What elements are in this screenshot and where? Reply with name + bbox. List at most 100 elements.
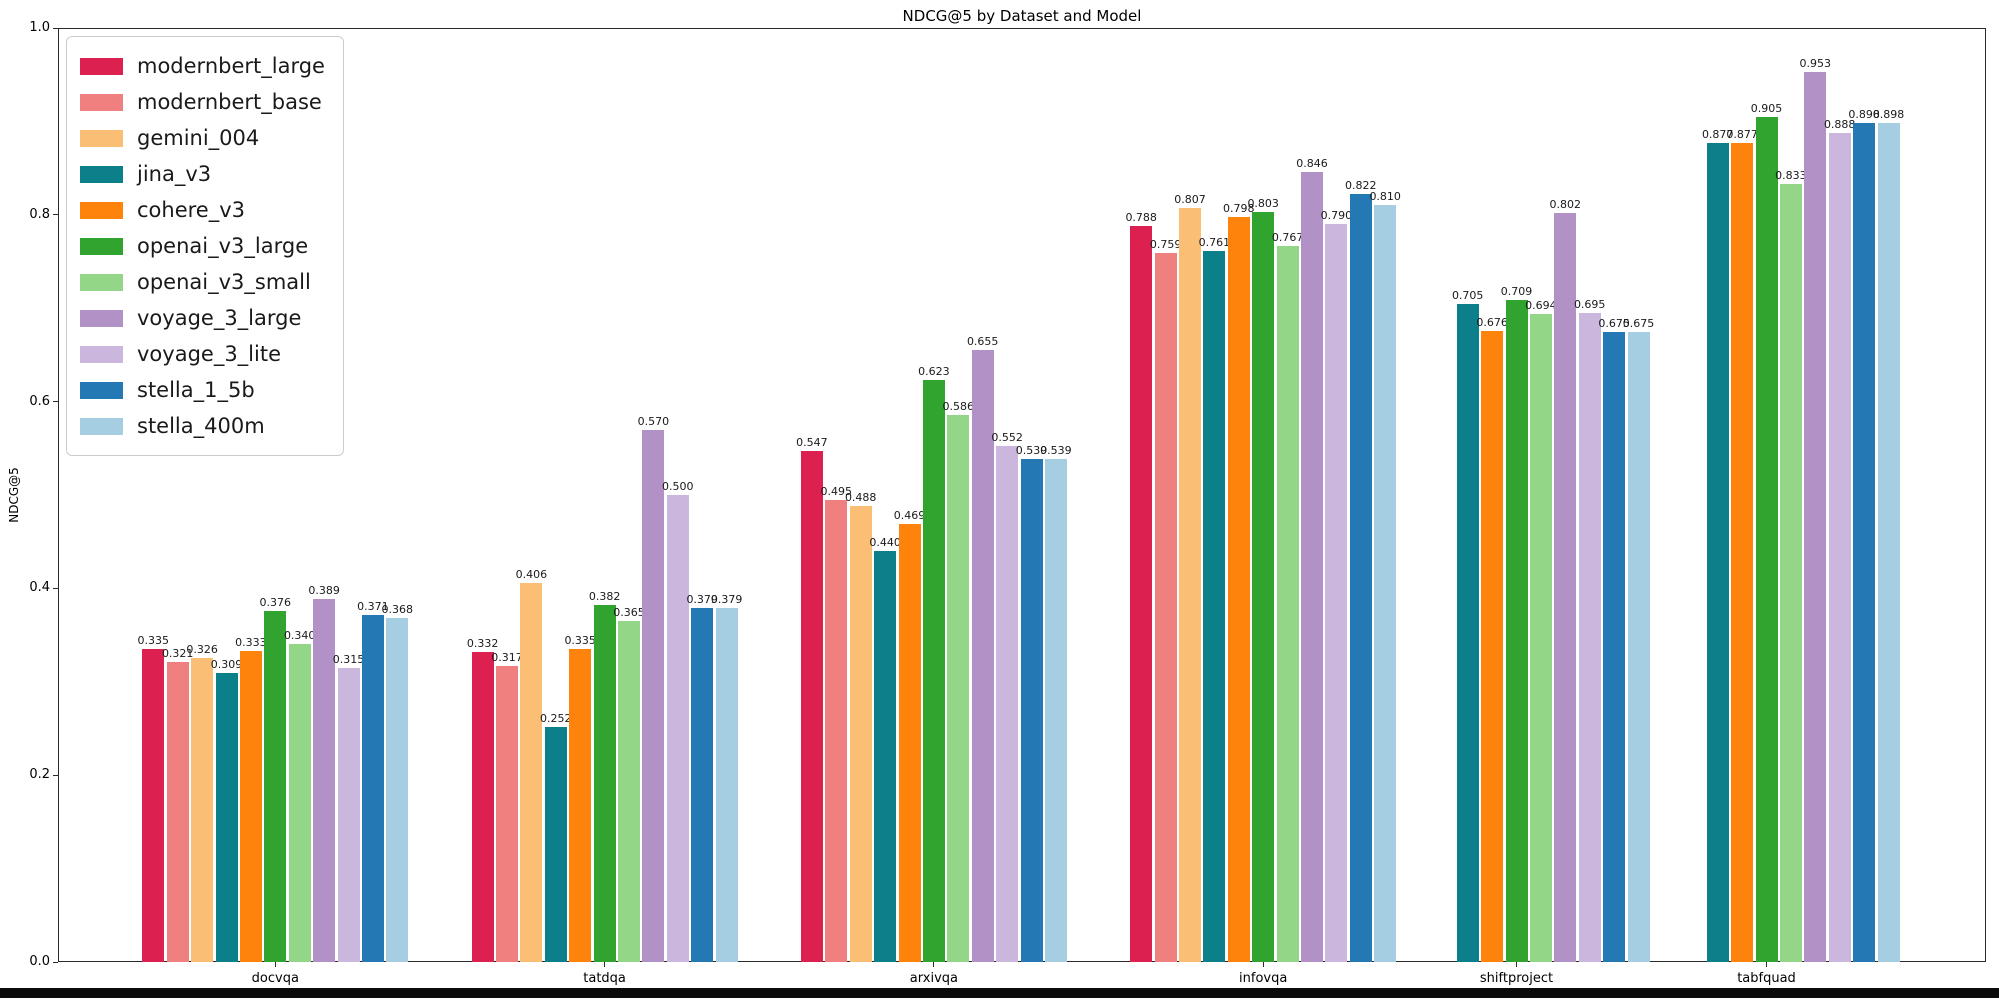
bar-value-label: 0.379: [710, 593, 743, 606]
bar-value-label: 0.623: [918, 365, 950, 379]
bar-value-label: 0.803: [1247, 196, 1279, 210]
bar-value-label: 0.488: [844, 491, 877, 505]
bar-value-label: 0.888: [1823, 117, 1856, 131]
bar-stella_1_5b-arxivqa: [1020, 458, 1043, 962]
bar-gemini_004-arxivqa: [849, 506, 872, 962]
x-tick-mark: [274, 962, 276, 967]
bar-value-label: 0.586: [942, 399, 975, 413]
bar-value-label: 0.539: [1040, 443, 1072, 457]
legend-label: voyage_3_lite: [137, 342, 282, 366]
bar-value-label: 0.675: [1622, 316, 1655, 330]
bar-openai_v3_small-docvqa: [288, 644, 311, 962]
bar-modernbert_large-docvqa: [142, 649, 165, 962]
x-tick-mark: [1766, 962, 1767, 967]
x-tick-mark: [1262, 962, 1264, 967]
bar-openai_v3_large-tatdqa: [593, 605, 616, 962]
legend-swatch-icon: [80, 57, 123, 75]
legend-swatch-icon: [80, 201, 123, 219]
bar-jina_v3-tatdqa: [544, 726, 567, 962]
legend-label: stella_400m: [137, 414, 265, 438]
bar-value-label: 0.539: [1015, 443, 1048, 457]
bar-modernbert_base-docvqa: [166, 662, 189, 962]
bar-modernbert_base-arxivqa: [825, 499, 848, 962]
bar-value-label: 0.368: [381, 603, 414, 617]
bar-value-label: 0.709: [1500, 284, 1533, 298]
bar-value-label: 0.406: [515, 567, 548, 581]
bar-value-label: 0.822: [1345, 179, 1377, 193]
x-tick-mark: [933, 962, 935, 967]
bar-cohere_v3-arxivqa: [898, 523, 921, 962]
legend-item-openai_v3_large: openai_v3_large: [80, 228, 325, 264]
bar-value-label: 0.790: [1320, 209, 1353, 223]
bar-value-label: 0.340: [283, 629, 316, 643]
bar-openai_v3_large-infovqa: [1252, 211, 1275, 962]
legend-label: voyage_3_large: [137, 306, 302, 330]
bar-value-label: 0.788: [1125, 211, 1157, 224]
y-tick-mark: [53, 774, 58, 776]
y-tick-mark: [53, 401, 58, 403]
legend-label: openai_v3_large: [137, 234, 309, 258]
bar-openai_v3_large-tabfquad: [1755, 116, 1778, 962]
bar-modernbert_base-infovqa: [1154, 253, 1177, 962]
bar-voyage_3_lite-docvqa: [337, 667, 360, 962]
legend-swatch-icon: [80, 93, 123, 111]
bar-value-label: 0.552: [991, 431, 1023, 445]
x-tick-label-arxivqa: arxivqa: [909, 971, 958, 986]
legend-item-stella_1_5b: stella_1_5b: [80, 372, 325, 408]
bar-stella_400m-infovqa: [1374, 205, 1397, 962]
bar-modernbert_large-infovqa: [1130, 226, 1153, 962]
bar-value-label: 0.905: [1750, 101, 1783, 115]
legend-label: openai_v3_small: [137, 270, 311, 294]
y-tick-label: 1.0: [29, 20, 50, 35]
bar-value-label: 0.333: [235, 635, 267, 649]
bar-modernbert_large-tatdqa: [471, 651, 494, 962]
bar-voyage_3_lite-infovqa: [1325, 224, 1348, 962]
y-tick-label: 0.0: [29, 954, 50, 969]
x-tick-label-docvqa: docvqa: [251, 971, 299, 986]
bar-value-label: 0.376: [259, 595, 292, 609]
bar-jina_v3-infovqa: [1203, 251, 1226, 962]
x-tick-label-tatdqa: tatdqa: [583, 971, 626, 986]
bar-voyage_3_large-arxivqa: [971, 350, 994, 962]
bar-voyage_3_large-shiftproject: [1554, 212, 1577, 962]
bar-value-label: 0.570: [637, 414, 670, 428]
bar-value-label: 0.382: [588, 590, 621, 604]
bar-modernbert_large-arxivqa: [800, 451, 823, 962]
y-tick-mark: [53, 214, 58, 216]
x-tick-mark: [1516, 962, 1517, 967]
bar-openai_v3_large-arxivqa: [922, 380, 945, 962]
x-tick-label-shiftproject: shiftproject: [1479, 971, 1554, 986]
legend-swatch-icon: [80, 309, 123, 327]
bar-value-label: 0.389: [308, 583, 340, 597]
bar-value-label: 0.833: [1775, 168, 1807, 182]
legend-label: modernbert_large: [137, 54, 325, 78]
bar-value-label: 0.309: [210, 658, 243, 672]
bar-value-label: 0.810: [1369, 190, 1401, 204]
bar-stella_400m-arxivqa: [1044, 458, 1067, 962]
bar-value-label: 0.315: [332, 652, 365, 666]
bar-jina_v3-arxivqa: [874, 551, 897, 962]
bar-openai_v3_large-docvqa: [264, 610, 287, 962]
bar-jina_v3-tabfquad: [1706, 142, 1729, 962]
bar-openai_v3_large-shiftproject: [1505, 299, 1528, 962]
bar-value-label: 0.317: [491, 650, 523, 664]
bar-value-label: 0.365: [613, 606, 645, 620]
bar-value-label: 0.898: [1872, 108, 1905, 122]
bar-voyage_3_large-tabfquad: [1804, 71, 1827, 962]
chart-title: NDCG@5 by Dataset and Model: [902, 7, 1142, 25]
bar-cohere_v3-tabfquad: [1731, 142, 1754, 962]
bar-voyage_3_large-tatdqa: [642, 429, 665, 962]
bar-gemini_004-docvqa: [191, 657, 214, 962]
bar-value-label: 0.371: [357, 600, 389, 614]
bar-value-label: 0.767: [1271, 230, 1304, 244]
legend-label: gemini_004: [137, 126, 260, 150]
bar-voyage_3_lite-shiftproject: [1578, 312, 1601, 962]
bar-cohere_v3-shiftproject: [1481, 330, 1504, 962]
legend-swatch-icon: [80, 417, 123, 435]
bar-value-label: 0.547: [796, 436, 828, 450]
legend-swatch-icon: [80, 129, 123, 147]
bar-cohere_v3-infovqa: [1227, 216, 1250, 962]
legend-swatch-icon: [80, 345, 123, 363]
x-tick-label-infovqa: infovqa: [1239, 971, 1288, 986]
y-tick-mark: [53, 587, 58, 589]
